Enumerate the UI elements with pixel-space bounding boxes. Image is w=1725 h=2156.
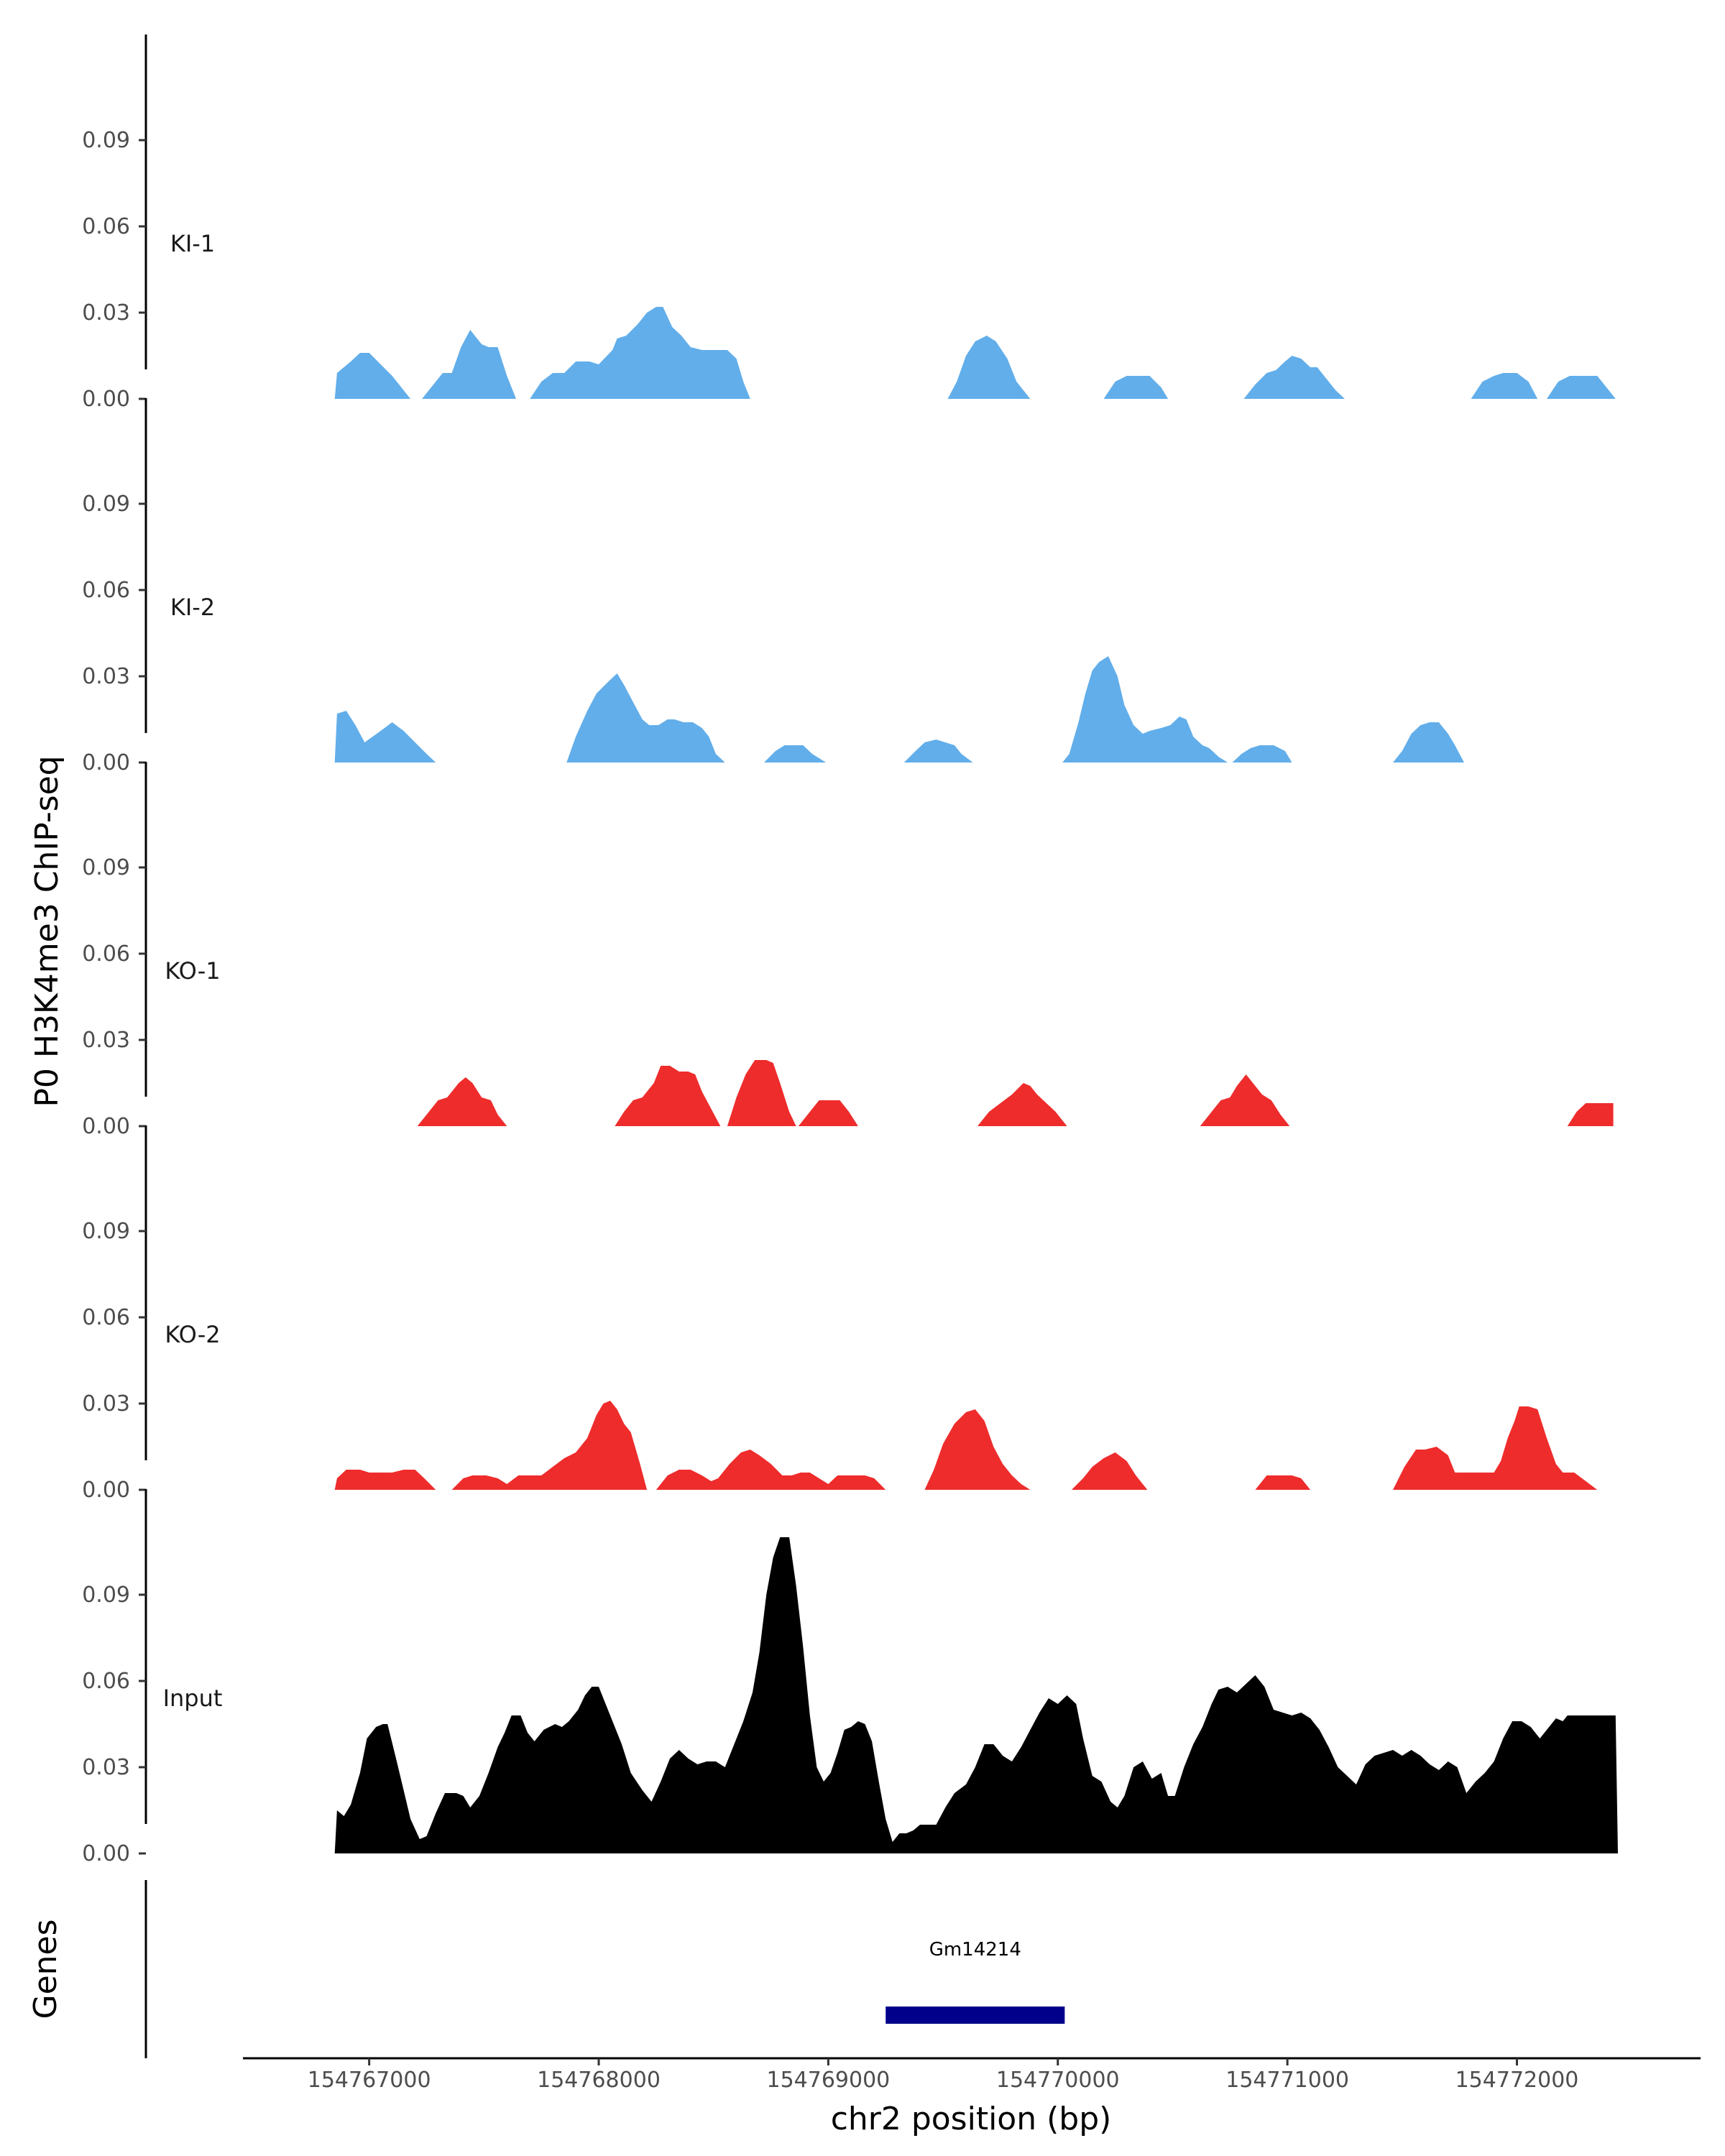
- signal-area-ko-2-2: [656, 1450, 886, 1490]
- y-tick-label: 0.06: [82, 1305, 130, 1330]
- signal-area-ki-1-1: [422, 330, 517, 399]
- x-axis: 154767000 154768000 154769000 154770000 1547…: [243, 2057, 1701, 2137]
- signal-area-ki-2-5: [1232, 745, 1292, 763]
- signal-area-ki-1-6: [1471, 373, 1538, 399]
- signal-area-ko-1-2: [727, 1060, 796, 1126]
- y-tick-label: 0.03: [82, 1391, 130, 1416]
- y-tick-label: 0.03: [82, 664, 130, 689]
- y-tick-label: 0.00: [82, 750, 130, 775]
- genes-axis-title: Genes: [27, 1919, 64, 2019]
- signal-area-ko-1-1: [615, 1066, 721, 1126]
- x-tick-label: 154770000: [996, 2068, 1120, 2093]
- y-axis-title: P0 H3K4me3 ChIP-seq: [29, 755, 65, 1107]
- signal-area-input-0: [334, 1537, 1619, 1853]
- signal-area-ki-1-2: [530, 307, 750, 399]
- x-ticks: 154767000 154768000 154769000 154770000 1547…: [308, 2058, 1579, 2093]
- track-label-ki-2: KI-2: [170, 594, 215, 621]
- signal-area-ko-1-5: [1200, 1074, 1290, 1126]
- track-ko-2: 0.00 0.03 0.06 0.09 KO-2: [82, 1125, 1598, 1503]
- x-tick-label: 154767000: [308, 2068, 431, 2093]
- track-ko-1: 0.00 0.03 0.06 0.09 KO-1: [82, 762, 1614, 1139]
- track-ki-2: 0.00 0.03 0.06 0.09 KI-2: [82, 398, 1464, 775]
- signal-area-ko-2-5: [1255, 1475, 1311, 1490]
- signal-area-ki-1-5: [1243, 356, 1345, 399]
- y-tick-label: 0.09: [82, 128, 130, 153]
- signal-area-ko-1-6: [1567, 1103, 1614, 1126]
- x-axis-title: chr2 position (bp): [831, 2101, 1112, 2137]
- signal-area-ki-1-4: [1103, 376, 1169, 399]
- y-tick-label: 0.00: [82, 1841, 130, 1866]
- y-tick-label: 0.09: [82, 1583, 130, 1608]
- track-label-ko-1: KO-1: [165, 957, 220, 985]
- signal-area-ko-2-0: [334, 1470, 436, 1490]
- signal-area-ko-2-3: [924, 1409, 1031, 1490]
- y-tick-label: 0.09: [82, 492, 130, 517]
- signal-area-ko-1-0: [417, 1077, 507, 1126]
- track-label-input: Input: [163, 1685, 223, 1712]
- signal-area-ki-2-2: [764, 745, 827, 763]
- y-tick-label: 0.00: [82, 1478, 130, 1503]
- track-ki-1: 0.00 0.03 0.06 0.09 KI-1: [82, 34, 1616, 412]
- signal-tracks: 0.00 0.03 0.06 0.09 KI-1 0.00 0.03 0.06 0.09 KI-2…: [82, 34, 1619, 1866]
- x-tick-label: 154772000: [1455, 2068, 1579, 2093]
- y-tick-label: 0.06: [82, 1669, 130, 1694]
- x-tick-label: 154771000: [1225, 2068, 1349, 2093]
- x-tick-label: 154769000: [766, 2068, 890, 2093]
- y-tick-label: 0.00: [82, 387, 130, 412]
- y-tick-label: 0.09: [82, 855, 130, 880]
- signal-area-ki-1-3: [947, 336, 1031, 399]
- signal-area-ko-2-1: [451, 1401, 648, 1490]
- signal-area-ko-1-3: [798, 1100, 858, 1126]
- signal-area-ki-1-7: [1547, 376, 1616, 399]
- y-tick-label: 0.03: [82, 1028, 130, 1053]
- y-tick-label: 0.09: [82, 1219, 130, 1244]
- signal-area-ki-2-3: [903, 740, 973, 763]
- signal-area-ko-2-6: [1393, 1406, 1598, 1490]
- y-tick-label: 0.06: [82, 578, 130, 603]
- x-tick-label: 154768000: [537, 2068, 661, 2093]
- gene-label: Gm14214: [929, 1939, 1021, 1961]
- gene-body-gm14214: [886, 2007, 1065, 2024]
- signal-area-ko-2-4: [1071, 1452, 1148, 1490]
- y-tick-label: 0.06: [82, 941, 130, 967]
- signal-area-ki-2-6: [1393, 722, 1464, 763]
- signal-area-ki-2-4: [1062, 656, 1228, 763]
- signal-area-ki-2-1: [566, 673, 725, 763]
- y-tick-label: 0.03: [82, 300, 130, 326]
- track-label-ko-2: KO-2: [165, 1321, 220, 1348]
- signal-area-ko-1-4: [978, 1083, 1067, 1126]
- genes-panel: Genes Gm14214: [27, 1880, 1065, 2058]
- signal-area-ki-2-0: [334, 711, 436, 763]
- track-label-ki-1: KI-1: [170, 230, 215, 257]
- signal-area-ki-1-0: [334, 353, 411, 399]
- gene-models: Gm14214: [886, 1939, 1065, 2024]
- y-tick-label: 0.03: [82, 1755, 130, 1780]
- y-tick-label: 0.06: [82, 214, 130, 239]
- track-input: 0.00 0.03 0.06 0.09 Input: [82, 1489, 1619, 1866]
- y-tick-label: 0.00: [82, 1114, 130, 1139]
